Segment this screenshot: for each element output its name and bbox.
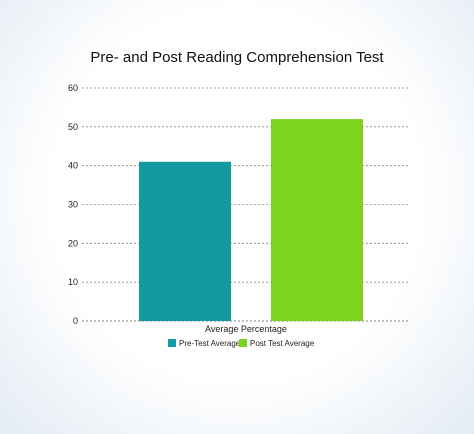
chart-title: Pre- and Post Reading Comprehension Test xyxy=(90,49,384,66)
y-tick-label: 30 xyxy=(68,200,78,210)
y-tick-label: 60 xyxy=(68,83,78,93)
legend-label-post-test[interactable]: Post Test Average xyxy=(250,339,315,348)
y-tick-label: 40 xyxy=(68,161,78,171)
bar-post-test xyxy=(271,119,363,321)
y-axis-ticks: 0 10 20 30 40 50 60 xyxy=(68,83,78,326)
y-tick-label: 10 xyxy=(68,277,78,287)
bars xyxy=(139,119,363,321)
legend-label-pre-test[interactable]: Pre-Test Average xyxy=(179,339,241,348)
legend: Pre-Test Average Post Test Average xyxy=(168,339,315,348)
y-tick-label: 50 xyxy=(68,122,78,132)
legend-swatch-pre-test xyxy=(168,339,176,347)
y-tick-label: 0 xyxy=(73,316,78,326)
legend-swatch-post-test xyxy=(239,339,247,347)
y-tick-label: 20 xyxy=(68,238,78,248)
x-category-label: Average Percentage xyxy=(205,324,287,334)
bar-pre-test xyxy=(139,161,231,321)
